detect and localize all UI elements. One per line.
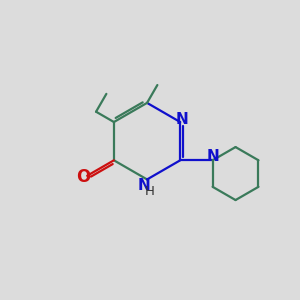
Text: N: N bbox=[137, 178, 150, 194]
Text: O: O bbox=[76, 168, 91, 186]
Text: H: H bbox=[145, 185, 155, 198]
Text: N: N bbox=[206, 149, 219, 164]
Text: N: N bbox=[175, 112, 188, 128]
